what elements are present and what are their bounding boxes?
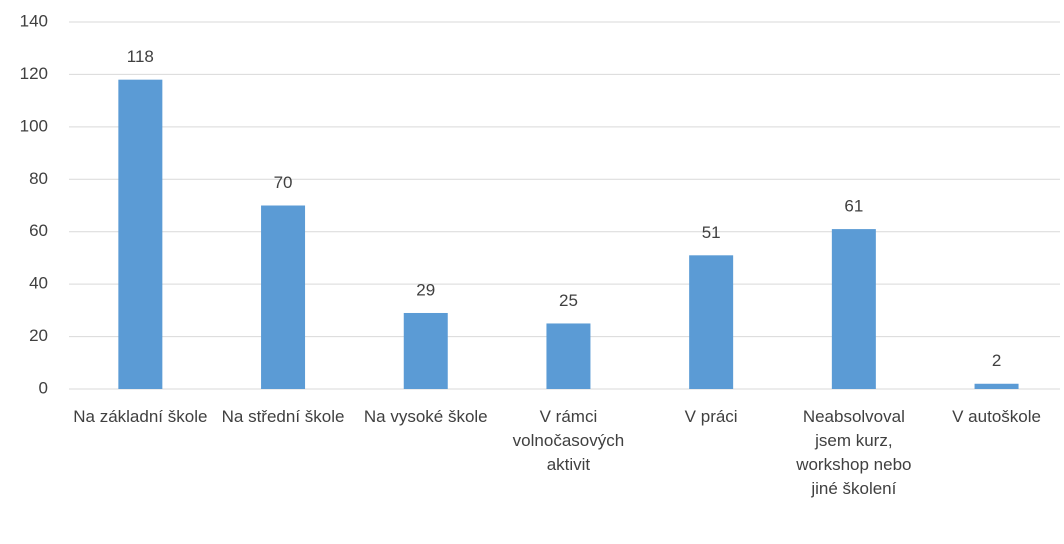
- x-tick-label: Na základní škole: [73, 407, 208, 426]
- y-tick-label: 120: [20, 64, 48, 83]
- y-tick-label: 40: [29, 274, 48, 293]
- x-tick-label: V rámci volnočasových aktivit: [512, 407, 625, 474]
- data-label: 25: [559, 291, 578, 310]
- x-tick-label: Neabsolvoval jsem kurz, workshop nebo ji…: [796, 407, 912, 498]
- bar: [118, 79, 163, 390]
- bar: [689, 255, 734, 389]
- data-label: 29: [416, 280, 435, 299]
- data-label: 70: [274, 173, 293, 192]
- bar: [546, 323, 591, 389]
- y-tick-label: 20: [29, 326, 48, 345]
- data-label: 118: [127, 47, 154, 66]
- data-label: 61: [844, 197, 863, 216]
- y-tick-label: 80: [29, 169, 48, 188]
- bar: [831, 229, 876, 389]
- x-tick-label: V autoškole: [952, 407, 1041, 426]
- data-label: 2: [992, 351, 1001, 370]
- bar: [974, 383, 1019, 389]
- y-tick-label: 100: [20, 116, 48, 135]
- bar: [261, 205, 306, 389]
- x-tick-label: Na vysoké škole: [363, 407, 488, 426]
- y-tick-label: 0: [39, 378, 48, 397]
- y-tick-label: 140: [20, 11, 48, 30]
- y-tick-label: 60: [29, 221, 48, 240]
- x-tick-label: V práci: [684, 407, 738, 426]
- data-label: 51: [702, 223, 721, 242]
- bar: [403, 312, 448, 389]
- x-tick-label: Na střední škole: [221, 407, 345, 426]
